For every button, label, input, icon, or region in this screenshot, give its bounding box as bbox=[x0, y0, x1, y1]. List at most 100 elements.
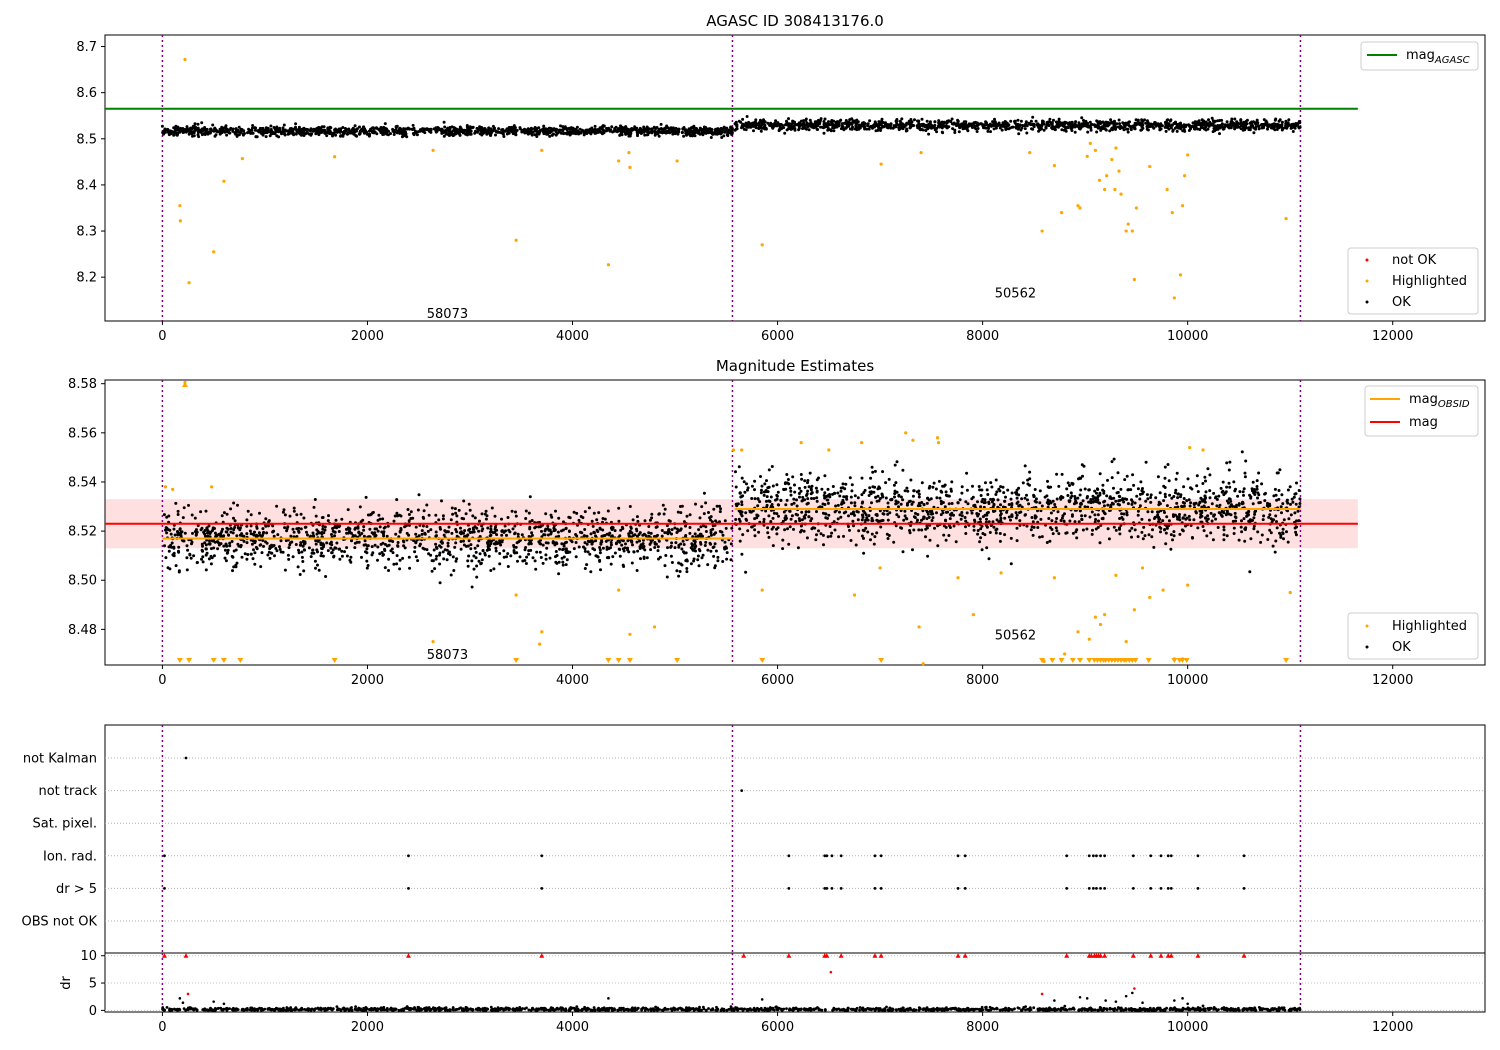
ok-point bbox=[232, 516, 235, 520]
ok-point bbox=[1088, 120, 1092, 124]
ok-point bbox=[261, 133, 265, 137]
ok-point bbox=[1046, 120, 1050, 124]
ok-point bbox=[1023, 496, 1027, 500]
ok-point bbox=[349, 555, 353, 559]
ok-point bbox=[343, 550, 346, 554]
ok-point bbox=[546, 541, 550, 545]
ok-point bbox=[368, 129, 372, 132]
ok-point bbox=[670, 561, 674, 564]
ok-point bbox=[819, 117, 823, 121]
ok-point bbox=[1152, 126, 1156, 130]
ok-point bbox=[181, 130, 185, 134]
ok-point bbox=[376, 558, 379, 562]
ok-point bbox=[366, 564, 370, 567]
ok-point bbox=[1239, 124, 1243, 128]
ok-point bbox=[723, 130, 727, 134]
ok-point bbox=[458, 125, 462, 129]
ok-point bbox=[200, 121, 204, 125]
ok-point bbox=[539, 556, 543, 559]
x-tick-label: 2000 bbox=[351, 329, 384, 344]
ok-point bbox=[479, 561, 483, 565]
ok-point bbox=[853, 127, 857, 131]
ok-point bbox=[792, 120, 796, 124]
ok-point bbox=[454, 541, 458, 545]
ok-point bbox=[688, 513, 692, 517]
ok-point bbox=[362, 543, 366, 547]
ok-point bbox=[402, 133, 406, 137]
ok-point bbox=[501, 128, 505, 131]
ok-point bbox=[333, 534, 337, 538]
ok-point bbox=[951, 127, 955, 131]
ok-point bbox=[434, 557, 438, 561]
ok-point bbox=[1284, 122, 1288, 126]
ok-point bbox=[323, 128, 327, 132]
ok-point bbox=[160, 124, 164, 128]
ok-point bbox=[1211, 130, 1215, 134]
ok-point bbox=[478, 519, 481, 523]
ok-point bbox=[460, 516, 464, 520]
ok-point bbox=[786, 527, 789, 531]
highlighted-point bbox=[1148, 164, 1152, 169]
ok-point bbox=[378, 525, 382, 529]
ok-point bbox=[345, 546, 349, 550]
ok-point bbox=[1274, 117, 1278, 121]
ok-point bbox=[865, 127, 869, 131]
ok-point bbox=[294, 543, 298, 546]
ok-point bbox=[353, 541, 357, 545]
ok-point bbox=[585, 534, 589, 538]
ok-point bbox=[258, 533, 262, 537]
ok-point bbox=[1047, 517, 1051, 520]
ok-point bbox=[617, 129, 621, 132]
ok-point bbox=[329, 546, 333, 550]
ok-point bbox=[766, 531, 770, 535]
ok-point bbox=[646, 127, 650, 131]
ok-point bbox=[589, 540, 593, 543]
ok-point bbox=[917, 124, 921, 128]
ok-point bbox=[1010, 491, 1014, 495]
ok-point bbox=[490, 506, 494, 510]
ok-point bbox=[974, 127, 978, 131]
ok-point bbox=[950, 117, 954, 121]
ok-point bbox=[362, 129, 366, 133]
ok-point bbox=[1208, 489, 1212, 493]
ok-point bbox=[599, 542, 603, 546]
ok-point bbox=[840, 124, 844, 128]
ok-point bbox=[201, 560, 205, 564]
ok-point bbox=[871, 124, 875, 128]
ok-point bbox=[315, 548, 319, 552]
ok-point bbox=[249, 513, 253, 517]
ok-point bbox=[512, 544, 516, 547]
ok-point bbox=[1196, 127, 1200, 131]
ok-point bbox=[857, 127, 861, 131]
ok-point bbox=[388, 539, 392, 543]
ok-point bbox=[650, 539, 653, 543]
ok-point bbox=[659, 130, 663, 134]
ok-point bbox=[499, 543, 503, 547]
ok-point bbox=[941, 511, 945, 515]
ok-point bbox=[960, 511, 964, 514]
ok-point bbox=[1212, 127, 1216, 130]
ok-point bbox=[613, 529, 617, 533]
ok-point bbox=[797, 517, 801, 521]
ok-point bbox=[1146, 510, 1150, 514]
ok-point bbox=[676, 132, 680, 136]
ok-point bbox=[1112, 124, 1116, 128]
ok-point bbox=[1116, 471, 1120, 475]
ok-point bbox=[207, 542, 211, 546]
ok-point bbox=[1197, 119, 1201, 123]
ok-point bbox=[870, 465, 874, 469]
ok-point bbox=[417, 493, 421, 497]
ok-point bbox=[716, 559, 720, 563]
ok-point bbox=[530, 533, 534, 537]
ok-point bbox=[1134, 118, 1138, 122]
ok-point bbox=[1091, 528, 1094, 532]
ok-point bbox=[633, 533, 637, 537]
ok-point bbox=[229, 507, 233, 511]
ok-point bbox=[649, 548, 653, 552]
ok-point bbox=[904, 129, 908, 133]
ok-point bbox=[696, 558, 700, 562]
ok-point bbox=[192, 124, 196, 128]
ok-point bbox=[1034, 119, 1038, 123]
ok-point bbox=[704, 501, 708, 505]
ok-point bbox=[783, 528, 787, 532]
